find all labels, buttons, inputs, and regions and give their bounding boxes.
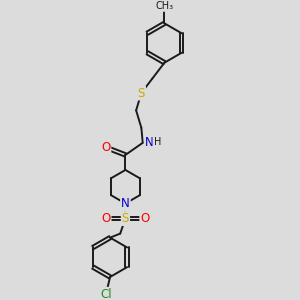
Text: O: O (101, 142, 110, 154)
Text: O: O (101, 212, 110, 225)
Text: N: N (145, 136, 154, 149)
Text: S: S (138, 86, 145, 100)
Text: Cl: Cl (100, 288, 112, 300)
Text: H: H (154, 137, 161, 147)
Text: CH₃: CH₃ (155, 1, 173, 11)
Text: S: S (122, 212, 129, 225)
Text: O: O (140, 212, 150, 225)
Text: N: N (121, 197, 130, 210)
